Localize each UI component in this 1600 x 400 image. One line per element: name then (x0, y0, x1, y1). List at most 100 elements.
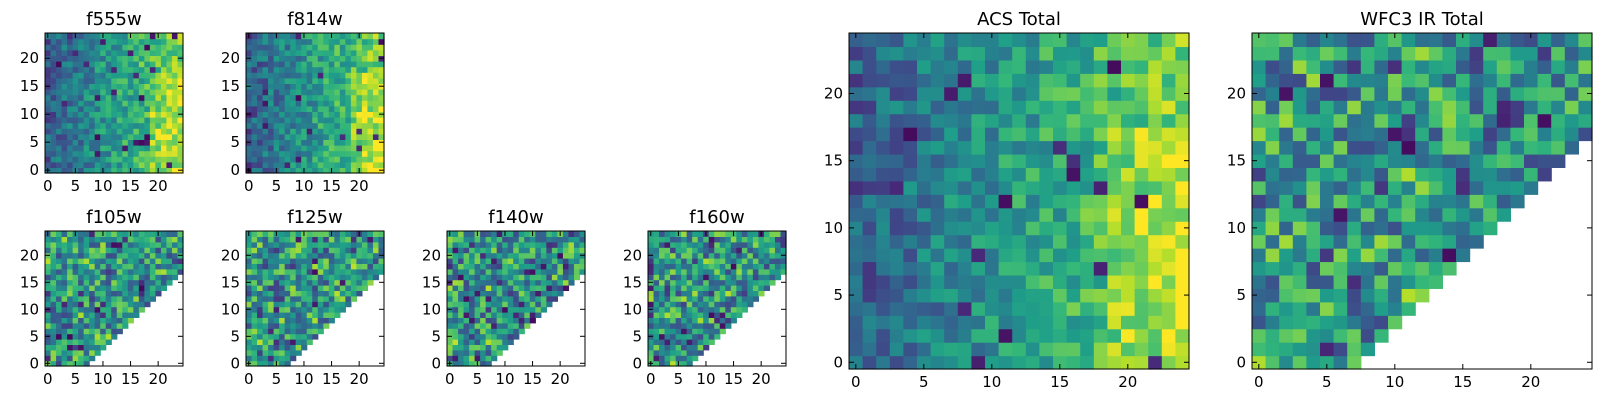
heatmap-cell (67, 128, 74, 135)
heatmap-cell (1134, 33, 1149, 48)
heatmap-cell (664, 295, 671, 302)
heatmap-cell (89, 285, 96, 291)
heatmap-cell (703, 290, 710, 297)
x-tick-label: 5 (71, 370, 81, 388)
heatmap-cell (279, 156, 286, 163)
heatmap-cell (262, 312, 269, 318)
heatmap-cell (105, 117, 112, 124)
heatmap-cell (171, 274, 179, 281)
heatmap-cell (1428, 234, 1443, 249)
heatmap-cell (284, 66, 291, 73)
heatmap-cell (1066, 288, 1081, 303)
x-tick-label: 20 (350, 177, 369, 195)
heatmap-cell (903, 86, 918, 101)
heatmap-cell (862, 248, 877, 263)
heatmap-cell (1306, 140, 1321, 155)
heatmap-cell (675, 274, 682, 281)
heatmap-cell (957, 127, 972, 142)
heatmap-cell (648, 290, 655, 297)
heatmap-cell (290, 322, 297, 329)
heatmap-cell (524, 312, 531, 318)
heatmap-cell (971, 113, 986, 128)
heatmap-cell (1401, 140, 1416, 155)
heatmap-cell (491, 306, 498, 313)
heatmap-cell (160, 72, 168, 79)
heatmap-cell (1279, 140, 1294, 155)
heatmap-cell (862, 221, 877, 236)
heatmap-cell (279, 231, 286, 237)
heatmap-cell (89, 133, 96, 140)
heatmap-cell (312, 285, 319, 291)
heatmap-cell (262, 94, 269, 101)
heatmap-cell (67, 312, 74, 318)
heatmap-cell (361, 117, 369, 124)
heatmap-cell (507, 252, 514, 259)
heatmap-cell (703, 333, 710, 340)
heatmap-cell (323, 258, 330, 264)
heatmap-cell (45, 100, 52, 107)
heatmap-cell (345, 258, 352, 264)
heatmap-cell (127, 150, 134, 157)
heatmap-cell (94, 122, 101, 129)
heatmap-cell (273, 328, 280, 335)
heatmap-cell (579, 263, 586, 270)
heatmap-cell (889, 301, 904, 316)
heatmap-cell (730, 274, 737, 281)
heatmap-cell (930, 315, 945, 330)
heatmap-cell (144, 156, 151, 163)
heatmap-cell (485, 328, 492, 335)
heatmap-cell (1175, 127, 1190, 142)
heatmap-cell (61, 83, 68, 90)
heatmap-cell (160, 285, 168, 291)
heatmap-cell (1360, 100, 1375, 115)
heatmap-cell (653, 279, 660, 286)
heatmap-cell (160, 241, 168, 248)
axes-frame (647, 230, 787, 367)
heatmap-cell (1292, 288, 1307, 303)
heatmap-cell (1175, 355, 1190, 370)
heatmap-cell (317, 258, 324, 264)
heatmap-cell (279, 72, 286, 79)
heatmap-cell (736, 263, 743, 270)
heatmap-cell (675, 268, 682, 275)
heatmap-cell (1292, 33, 1307, 48)
heatmap-cell (262, 247, 269, 254)
heatmap-cell (686, 360, 693, 367)
heatmap-cell (50, 306, 57, 313)
heatmap-cell (917, 355, 932, 370)
heatmap-cell (452, 274, 459, 281)
heatmap-cell (295, 167, 302, 174)
heatmap-cell (50, 100, 57, 107)
heatmap-cell (463, 241, 470, 248)
heatmap-cell (1252, 355, 1267, 370)
heatmap-cell (985, 261, 1000, 276)
heatmap-cell (1134, 59, 1149, 74)
heatmap-cell (246, 312, 253, 318)
heatmap-cell (279, 312, 286, 318)
heatmap-cell (378, 105, 385, 112)
heatmap-cell (367, 117, 374, 124)
heatmap-cell (1012, 73, 1027, 88)
heatmap-cell (372, 241, 380, 248)
heatmap-cell (284, 94, 291, 101)
heatmap-cell (930, 301, 945, 316)
heatmap-cell (736, 247, 743, 254)
heatmap-cell (452, 312, 459, 318)
heatmap-cell (1093, 140, 1108, 155)
heatmap-cell (72, 339, 79, 345)
heatmap-cell (957, 234, 972, 249)
heatmap-cell (312, 312, 319, 318)
heatmap-cell (1347, 234, 1362, 249)
heatmap-cell (122, 285, 129, 291)
heatmap-cell (378, 247, 385, 254)
heatmap-cell (306, 156, 313, 163)
heatmap-cell (697, 349, 704, 356)
heatmap-cell (323, 247, 330, 254)
heatmap-cell (50, 139, 57, 146)
heatmap-cell (469, 247, 476, 254)
heatmap-cell (703, 274, 710, 281)
heatmap-cell (659, 236, 666, 243)
heatmap-cell (268, 94, 275, 101)
heatmap-cell (889, 207, 904, 222)
heatmap-cell (149, 285, 156, 291)
